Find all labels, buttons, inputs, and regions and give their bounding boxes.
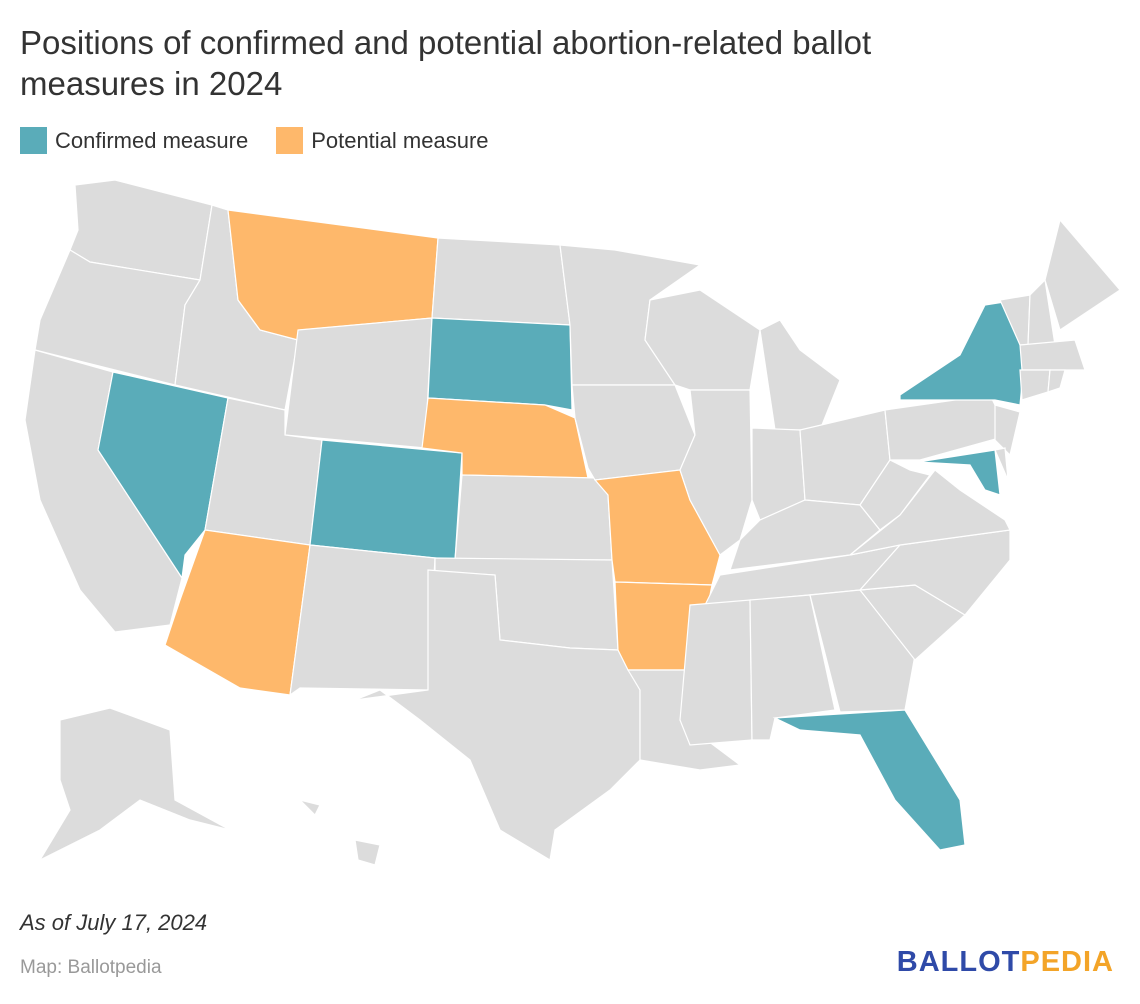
state-ms xyxy=(679,599,753,746)
state-wy xyxy=(284,317,433,449)
state-ct xyxy=(1019,369,1051,401)
state-ma xyxy=(1019,339,1086,371)
state-ga xyxy=(809,589,916,713)
state-de xyxy=(994,447,1009,481)
source-credit: Map: Ballotpedia xyxy=(20,957,162,978)
legend-swatch-potential xyxy=(276,127,304,154)
logo-part-1: BALLOT xyxy=(896,946,1021,978)
legend-label-confirmed: Confirmed measure xyxy=(55,127,249,153)
state-sd xyxy=(427,317,573,411)
state-nj xyxy=(994,404,1021,457)
legend: Confirmed measure Potential measure xyxy=(20,127,517,154)
chart-title: Positions of confirmed and potential abo… xyxy=(20,24,872,102)
state-il xyxy=(679,389,753,556)
date-note: As of July 17, 2024 xyxy=(20,910,208,935)
ballotpedia-logo: BALLOTPEDIA xyxy=(897,946,1114,979)
state-hi xyxy=(298,798,321,817)
state-ia xyxy=(571,384,696,481)
legend-label-potential: Potential measure xyxy=(311,127,489,153)
legend-swatch-confirmed xyxy=(20,127,47,154)
state-nm xyxy=(289,544,436,697)
state-md xyxy=(917,449,1001,496)
state-ks xyxy=(454,474,613,561)
state-hi xyxy=(354,839,381,866)
legend-item-potential: Potential measure xyxy=(276,127,489,154)
legend-item-confirmed: Confirmed measure xyxy=(20,127,248,154)
state-me xyxy=(1044,218,1121,331)
state-ak xyxy=(38,707,231,862)
state-ri xyxy=(1047,369,1066,393)
logo-part-2: PEDIA xyxy=(1020,946,1114,978)
state-tx xyxy=(354,569,641,861)
state-fl xyxy=(772,709,966,851)
state-co xyxy=(309,439,463,561)
state-az xyxy=(164,529,311,696)
state-mi xyxy=(759,319,841,431)
state-nd xyxy=(431,237,571,326)
